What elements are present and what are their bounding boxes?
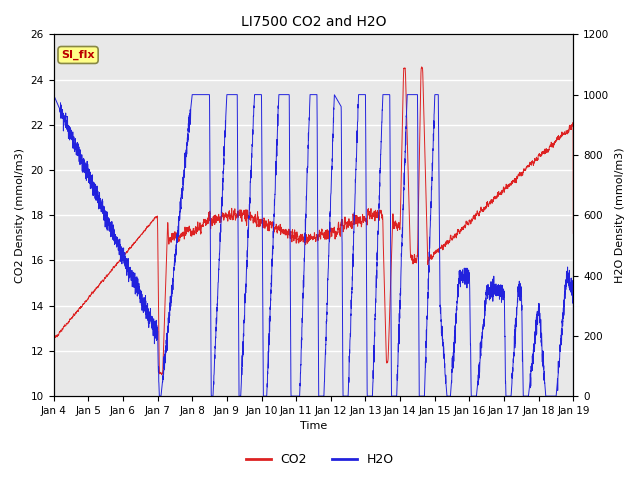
Y-axis label: H2O Density (mmol/m3): H2O Density (mmol/m3): [615, 147, 625, 283]
Legend: CO2, H2O: CO2, H2O: [241, 448, 399, 471]
Text: SI_flx: SI_flx: [61, 50, 95, 60]
Y-axis label: CO2 Density (mmol/m3): CO2 Density (mmol/m3): [15, 148, 25, 283]
Title: LI7500 CO2 and H2O: LI7500 CO2 and H2O: [241, 15, 387, 29]
X-axis label: Time: Time: [300, 421, 327, 432]
